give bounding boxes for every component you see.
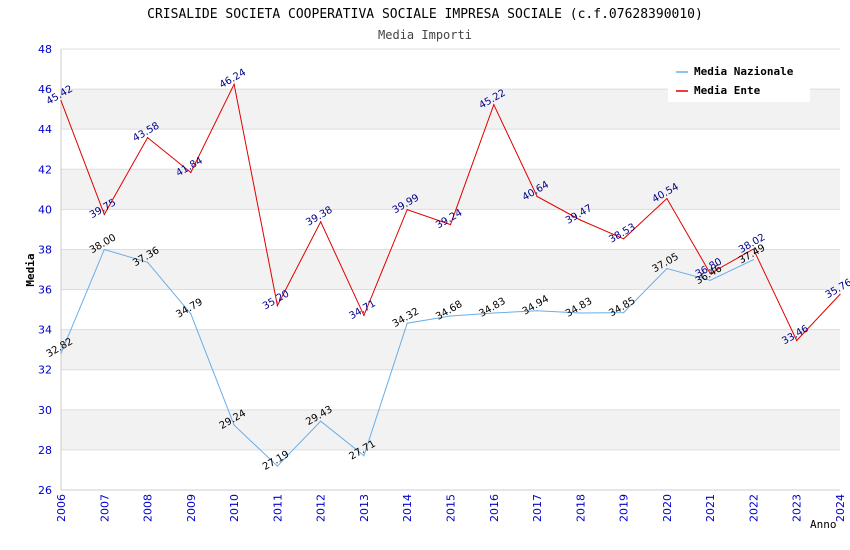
y-tick-label: 28 — [38, 444, 52, 457]
data-label: 35.20 — [261, 288, 291, 312]
data-point — [623, 311, 625, 314]
x-axis-label: Anno — [810, 518, 837, 531]
y-tick-label: 46 — [38, 83, 52, 96]
data-point — [709, 279, 711, 281]
data-point — [363, 455, 365, 457]
x-tick-label: 2007 — [98, 494, 111, 522]
y-tick-label: 34 — [38, 324, 52, 337]
data-point — [406, 322, 408, 324]
data-label: 34.94 — [521, 294, 551, 318]
data-point — [536, 310, 538, 312]
data-point — [579, 219, 581, 221]
y-axis-ticks: 26 28 30 32 34 36 38 40 42 44 46 48 — [38, 43, 52, 497]
x-tick-label: 2016 — [488, 494, 501, 522]
x-tick-label: 2012 — [315, 494, 328, 522]
data-label: 34.71 — [348, 298, 378, 322]
data-point — [146, 261, 149, 263]
data-point — [276, 304, 278, 307]
x-tick-label: 2018 — [574, 494, 587, 522]
x-tick-label: 2006 — [55, 494, 68, 522]
data-point — [579, 312, 581, 314]
data-point — [103, 213, 105, 215]
data-point — [449, 315, 452, 317]
data-point — [709, 272, 711, 275]
y-tick-label: 42 — [38, 163, 52, 176]
y-tick-label: 40 — [38, 203, 52, 216]
data-point — [320, 221, 322, 223]
y-axis-label: Media — [24, 253, 37, 286]
data-point — [752, 248, 755, 250]
plot-background-bands — [61, 89, 840, 450]
data-point — [666, 197, 668, 200]
data-point — [60, 352, 62, 354]
x-tick-label: 2022 — [747, 494, 760, 522]
data-point — [276, 465, 278, 467]
x-tick-label: 2019 — [618, 494, 631, 522]
data-point — [103, 248, 105, 251]
data-label: 38.53 — [607, 222, 637, 246]
x-tick-label: 2020 — [661, 494, 674, 522]
x-tick-label: 2008 — [142, 494, 155, 522]
data-label: 34.85 — [607, 296, 637, 320]
gridlines — [61, 48, 840, 491]
data-point — [796, 339, 798, 342]
data-label: 34.83 — [564, 296, 594, 320]
background-band — [61, 409, 840, 450]
legend-background — [668, 60, 810, 102]
legend: Media Nazionale Media Ente — [668, 60, 810, 102]
legend-label-media-ente: Media Ente — [694, 84, 761, 97]
data-point — [320, 420, 322, 422]
y-tick-label: 48 — [38, 43, 52, 56]
x-axis-ticks: 2006 2007 2008 2009 2010 2011 2012 2013 2014 2015… — [55, 494, 847, 522]
x-tick-label: 2024 — [834, 494, 847, 522]
data-label: 34.68 — [434, 299, 464, 323]
data-label: 27.19 — [261, 449, 291, 473]
x-tick-label: 2017 — [531, 494, 544, 522]
x-tick-label: 2011 — [271, 494, 284, 522]
data-point — [493, 312, 495, 314]
data-point — [190, 171, 192, 174]
y-tick-label: 32 — [38, 364, 52, 377]
x-tick-label: 2023 — [791, 494, 804, 522]
data-point — [406, 208, 408, 211]
data-point — [363, 314, 365, 317]
y-tick-label: 38 — [38, 243, 52, 256]
chart-subtitle: Media Importi — [378, 28, 472, 42]
x-tick-label: 2015 — [445, 494, 458, 522]
data-point — [536, 195, 538, 198]
background-band — [61, 169, 840, 210]
x-tick-label: 2013 — [358, 494, 371, 522]
background-band — [61, 249, 840, 290]
data-point — [190, 313, 192, 315]
data-point — [839, 293, 841, 295]
x-tick-label: 2021 — [704, 494, 717, 522]
data-label: 39.24 — [434, 208, 464, 232]
data-point — [233, 424, 235, 426]
data-point — [493, 104, 495, 106]
data-point — [449, 223, 452, 226]
data-point — [60, 100, 62, 102]
data-point — [752, 259, 755, 261]
y-tick-label: 36 — [38, 284, 52, 297]
data-point — [666, 267, 668, 270]
y-tick-label: 44 — [38, 123, 52, 136]
y-tick-label: 30 — [38, 404, 52, 417]
x-tick-label: 2009 — [185, 494, 198, 522]
data-point — [233, 83, 235, 85]
y-tick-label: 26 — [38, 484, 52, 497]
legend-label-media-nazionale: Media Nazionale — [694, 65, 794, 78]
series-lines — [60, 82, 841, 467]
chart-title: CRISALIDE SOCIETA COOPERATIVA SOCIALE IM… — [147, 7, 703, 22]
axes — [60, 49, 840, 491]
background-band — [61, 329, 840, 370]
data-label: 34.83 — [477, 296, 507, 320]
x-tick-label: 2010 — [228, 494, 241, 522]
data-point — [146, 137, 149, 139]
data-point — [623, 238, 625, 240]
x-tick-label: 2014 — [401, 494, 414, 522]
